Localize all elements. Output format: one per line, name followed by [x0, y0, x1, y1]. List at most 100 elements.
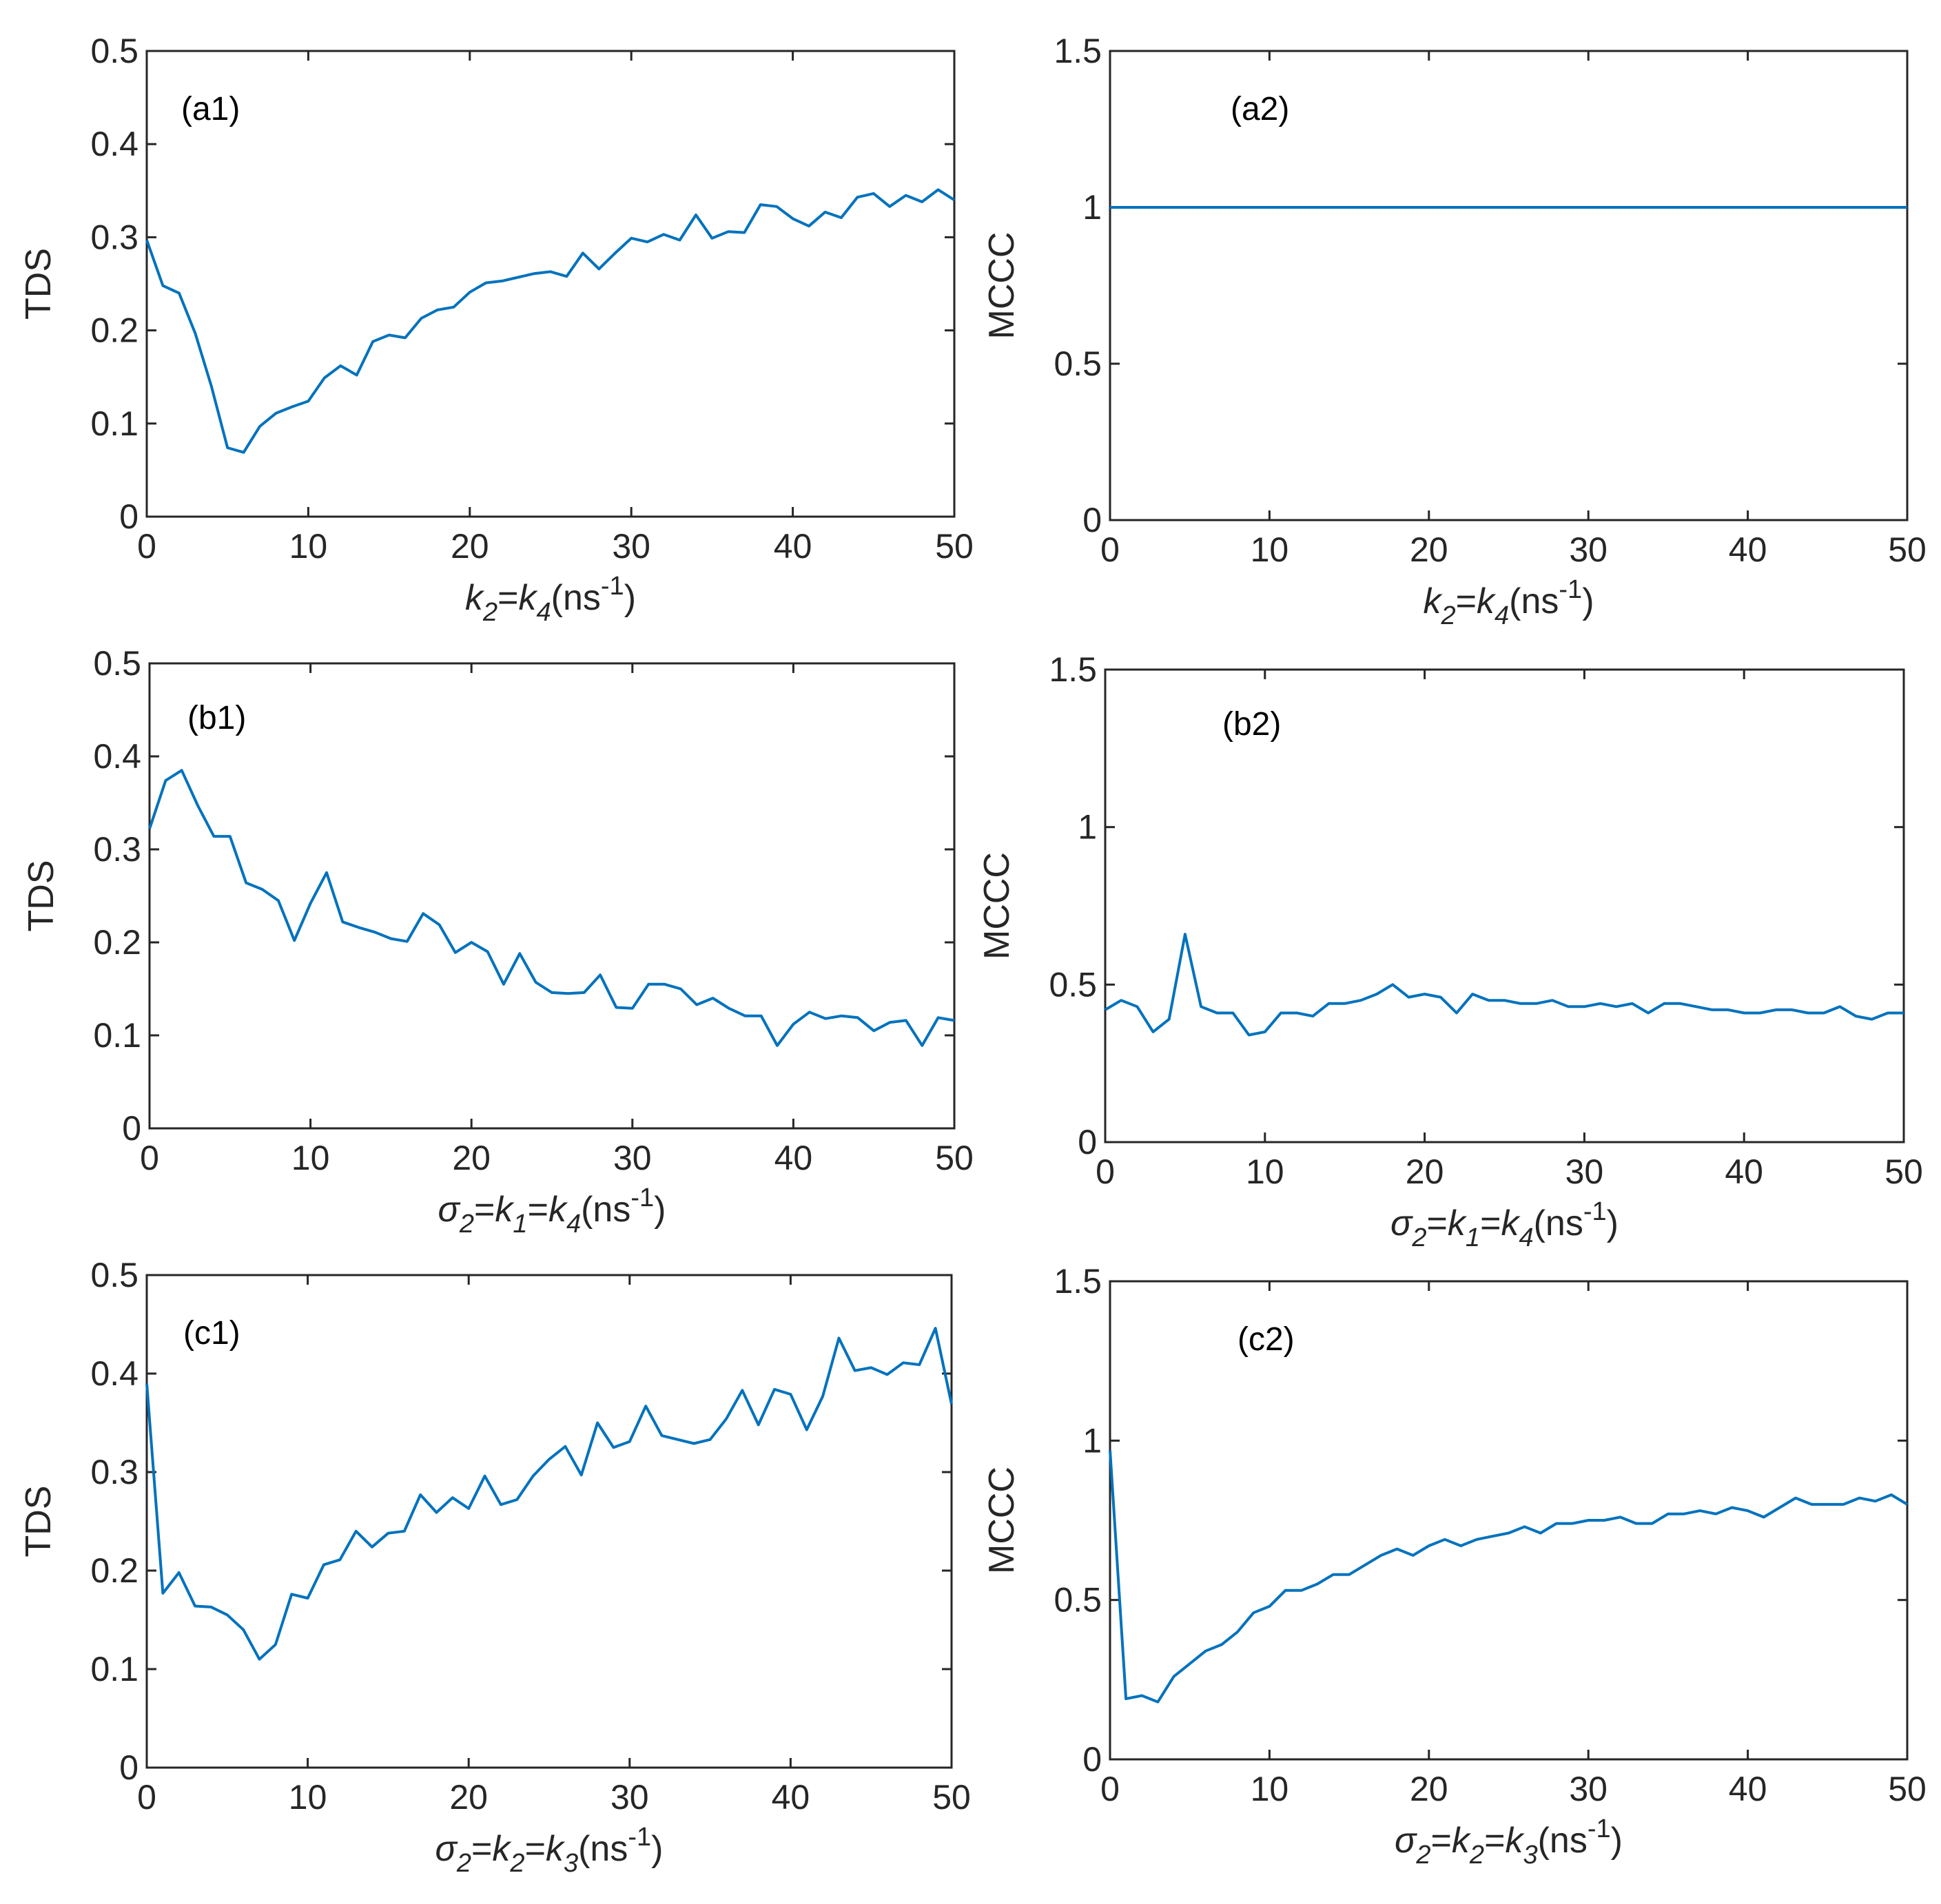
series-line-b2 — [1104, 933, 1904, 1037]
x-tick-label: 20 — [451, 527, 489, 566]
x-axis-label-part: k — [1477, 581, 1497, 621]
x-tick-label: 30 — [1569, 530, 1608, 569]
x-tick-label: 50 — [1888, 1770, 1927, 1808]
x-tick-label: 20 — [1410, 530, 1448, 569]
panel-label: (b1) — [187, 700, 246, 736]
x-axis-label: σ2=k2=k3(ns-1) — [435, 1823, 664, 1878]
y-tick-label: 0 — [1078, 1123, 1097, 1161]
x-axis-label-part: = — [1480, 1203, 1501, 1243]
y-tick-label: 0.3 — [90, 1453, 138, 1491]
x-axis-label-part: 4 — [566, 1210, 581, 1239]
y-tick-label: 0.5 — [93, 644, 141, 683]
x-axis-label-part: 2 — [456, 1849, 471, 1878]
x-tick-label: 10 — [291, 1139, 330, 1177]
x-tick-label: 30 — [1565, 1152, 1604, 1191]
y-tick-label: 0.5 — [1049, 965, 1097, 1004]
x-axis-label-part: (ns — [551, 578, 601, 618]
panel-label: (b2) — [1222, 706, 1281, 743]
y-tick-label: 1.5 — [1049, 650, 1097, 689]
x-axis-label-part: = — [1431, 1821, 1452, 1861]
x-tick-label: 0 — [1096, 1152, 1115, 1191]
x-axis-label-part: 4 — [537, 598, 551, 627]
panel-label: (a1) — [181, 91, 240, 127]
plot-frame-b1 — [148, 662, 956, 1130]
panel-label: (c2) — [1237, 1321, 1295, 1358]
x-axis-label-part: = — [471, 1829, 492, 1869]
series-line-c2 — [1109, 1450, 1909, 1704]
y-tick-label: 0.4 — [90, 1354, 138, 1393]
x-axis-label-part: σ — [1390, 1203, 1413, 1243]
x-axis-label-part: 4 — [1519, 1223, 1533, 1252]
y-tick-label: 0.3 — [93, 830, 141, 869]
x-axis-label-part: ) — [654, 1190, 666, 1230]
x-axis-label-part: (ns — [1538, 1821, 1588, 1861]
y-tick-label: 1.5 — [1054, 32, 1102, 70]
x-axis-label-part: k — [548, 1190, 568, 1230]
x-tick-label: 0 — [137, 527, 156, 566]
x-tick-label: 0 — [1100, 1770, 1120, 1808]
y-tick-label: 0 — [1082, 501, 1102, 539]
y-tick-label: 0.2 — [90, 1551, 138, 1590]
x-axis-label-part: k — [1452, 1821, 1472, 1861]
y-tick-label: 0 — [122, 1109, 141, 1148]
x-tick-label: 0 — [140, 1139, 159, 1177]
y-axis-label: TDS — [21, 860, 61, 932]
x-axis-label-part: (ns — [581, 1190, 630, 1230]
x-tick-label: 10 — [289, 1778, 327, 1817]
y-tick-label: 0.3 — [90, 218, 138, 256]
x-axis-label-part: = — [1427, 1203, 1448, 1243]
x-tick-label: 50 — [935, 527, 974, 566]
x-tick-label: 0 — [137, 1778, 156, 1817]
panel-c2: 0 10 20 30 40 5000.511.5MCCCσ2=k2=k3(ns-1)(c2… — [982, 1262, 1927, 1870]
x-axis-label-part: 2 — [482, 598, 497, 627]
x-axis-label: k2=k4(ns-1) — [465, 572, 636, 627]
y-tick-label: 0.5 — [90, 32, 138, 70]
x-axis-label: k2=k4(ns-1) — [1423, 575, 1594, 630]
y-axis-label: TDS — [19, 248, 59, 320]
x-axis-label-part: ) — [1582, 581, 1594, 621]
x-axis-label-part: = — [474, 1190, 495, 1230]
x-axis-label-part: k — [1423, 581, 1443, 621]
y-tick-label: 0.4 — [90, 125, 138, 163]
x-axis-label-part: k — [1448, 1203, 1468, 1243]
x-axis-label-part: -1 — [630, 1183, 654, 1212]
x-tick-label: 30 — [1569, 1770, 1608, 1808]
y-tick-label: 0.5 — [1054, 1581, 1102, 1620]
x-axis-label-part: k — [546, 1829, 566, 1869]
x-axis-label-part: -1 — [601, 572, 624, 601]
x-axis-label-part: -1 — [1559, 575, 1582, 604]
x-axis-label: σ2=k2=k3(ns-1) — [1395, 1814, 1623, 1870]
x-tick-label: 40 — [1729, 530, 1767, 569]
x-tick-label: 10 — [1251, 1770, 1289, 1808]
x-axis-label-part: = — [497, 578, 518, 618]
x-axis-label-part: -1 — [628, 1823, 651, 1852]
y-tick-label: 0.2 — [93, 923, 141, 962]
y-tick-label: 1 — [1082, 1421, 1102, 1460]
x-axis-label-part: (ns — [1509, 581, 1559, 621]
x-tick-label: 40 — [774, 1139, 813, 1177]
panel-c1: 0 10 20 30 40 5000.10.20.30.40.5TDSσ2=k2=k3(n… — [19, 1256, 971, 1878]
x-axis-label-part: 2 — [1411, 1223, 1426, 1252]
x-axis-label-part: = — [1456, 581, 1477, 621]
x-axis-label-part: 3 — [564, 1849, 578, 1878]
x-tick-label: 10 — [289, 527, 328, 566]
plot-frame-c1 — [145, 1274, 953, 1769]
y-tick-label: 0.4 — [93, 737, 141, 776]
x-axis-label-part: ) — [1607, 1203, 1619, 1243]
y-tick-label: 0.5 — [90, 1256, 138, 1294]
plot-frame-b2 — [1104, 668, 1905, 1144]
x-axis-label-part: -1 — [1583, 1197, 1607, 1226]
x-axis-label: σ2=k1=k4(ns-1) — [1390, 1197, 1619, 1252]
x-tick-label: 20 — [452, 1139, 491, 1177]
x-tick-label: 40 — [772, 1778, 810, 1817]
x-axis-label-part: 2 — [1440, 601, 1455, 630]
y-tick-label: 0 — [1082, 1740, 1102, 1779]
x-tick-label: 30 — [613, 1139, 652, 1177]
x-axis-label-part: 2 — [509, 1849, 524, 1878]
x-axis-label-part: -1 — [1588, 1814, 1611, 1843]
x-tick-label: 50 — [932, 1778, 971, 1817]
x-tick-label: 30 — [610, 1778, 649, 1817]
x-tick-label: 20 — [1406, 1152, 1444, 1191]
y-tick-label: 1.5 — [1054, 1262, 1102, 1301]
